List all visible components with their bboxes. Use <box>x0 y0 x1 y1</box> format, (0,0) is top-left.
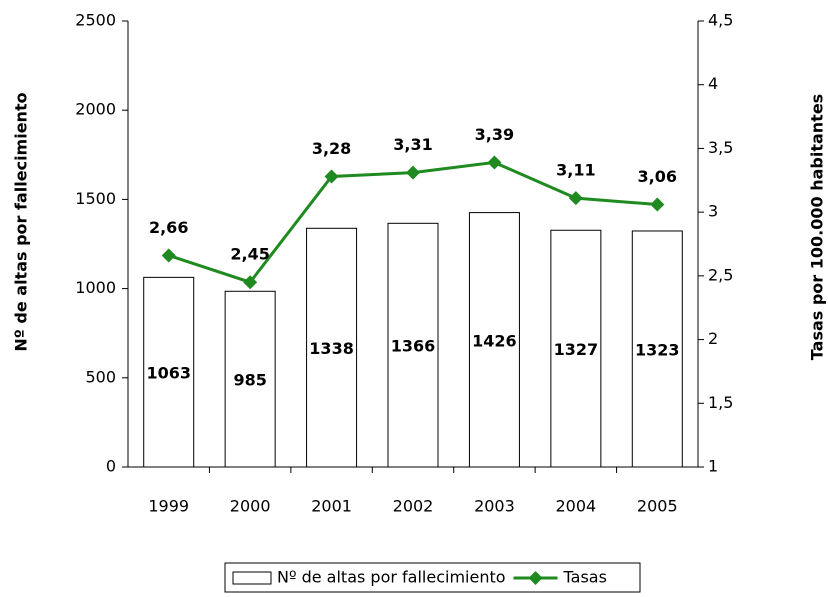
y-tick-label: 2500 <box>75 11 116 30</box>
legend-box <box>224 562 641 593</box>
y-tick-label: 0 <box>106 457 116 476</box>
marker <box>161 248 176 263</box>
marker <box>487 155 502 170</box>
bar-value-label: 985 <box>233 371 266 390</box>
bar-value-label: 1426 <box>472 331 517 350</box>
x-tick-label: 2000 <box>230 497 271 516</box>
bar <box>387 222 439 468</box>
line-value-label: 2,45 <box>230 245 269 264</box>
y2-tick-label: 2 <box>708 329 718 348</box>
bar <box>550 229 602 468</box>
bar-value-label: 1063 <box>146 364 191 383</box>
line-value-label: 3,06 <box>638 167 677 186</box>
bar <box>631 230 683 468</box>
bar-value-label: 1366 <box>391 337 436 356</box>
x-tick-label: 2005 <box>637 497 678 516</box>
y2-tick-label: 4 <box>708 74 718 93</box>
bar-value-label: 1323 <box>635 340 680 359</box>
y-tick-label: 2000 <box>75 100 116 119</box>
y2-tick-label: 3,5 <box>708 138 733 157</box>
x-tick-label: 1999 <box>148 497 189 516</box>
legend-label: Tasas <box>563 568 607 587</box>
y-tick-label: 1500 <box>75 189 116 208</box>
bar <box>306 227 358 468</box>
marker <box>568 191 583 206</box>
x-tick-label: 2004 <box>555 497 596 516</box>
bar <box>143 276 195 468</box>
legend-label: Nº de altas por fallecimiento <box>277 568 506 587</box>
marker <box>406 165 420 180</box>
y-tick-label: 1000 <box>75 278 116 297</box>
line-value-label: 3,39 <box>475 125 514 144</box>
y2-tick-label: 1,5 <box>708 393 733 412</box>
line-value-label: 3,31 <box>393 135 432 154</box>
line-value-label: 3,28 <box>312 139 351 158</box>
marker <box>650 197 665 212</box>
bar <box>224 290 276 468</box>
legend-marker <box>528 571 543 585</box>
y-tick-label: 500 <box>85 367 116 386</box>
y2-tick-label: 4,5 <box>708 11 733 30</box>
x-tick-label: 2003 <box>474 497 515 516</box>
line-value-label: 3,11 <box>556 161 595 180</box>
y2-axis-label: Tasas por 100.000 habitantes <box>808 94 827 360</box>
marker <box>243 275 258 290</box>
bar-value-label: 1338 <box>309 339 354 358</box>
y2-tick-label: 3 <box>708 202 718 221</box>
bar-value-label: 1327 <box>554 340 599 359</box>
x-tick-label: 2002 <box>393 497 434 516</box>
y-axis-label: Nº de altas por fallecimiento <box>12 92 31 351</box>
legend-swatch <box>232 571 272 585</box>
line-value-label: 2,66 <box>149 218 188 237</box>
bar <box>468 212 520 468</box>
x-tick-label: 2001 <box>311 497 352 516</box>
marker <box>324 169 339 184</box>
y2-tick-label: 2,5 <box>708 265 733 284</box>
y2-tick-label: 1 <box>708 457 718 476</box>
